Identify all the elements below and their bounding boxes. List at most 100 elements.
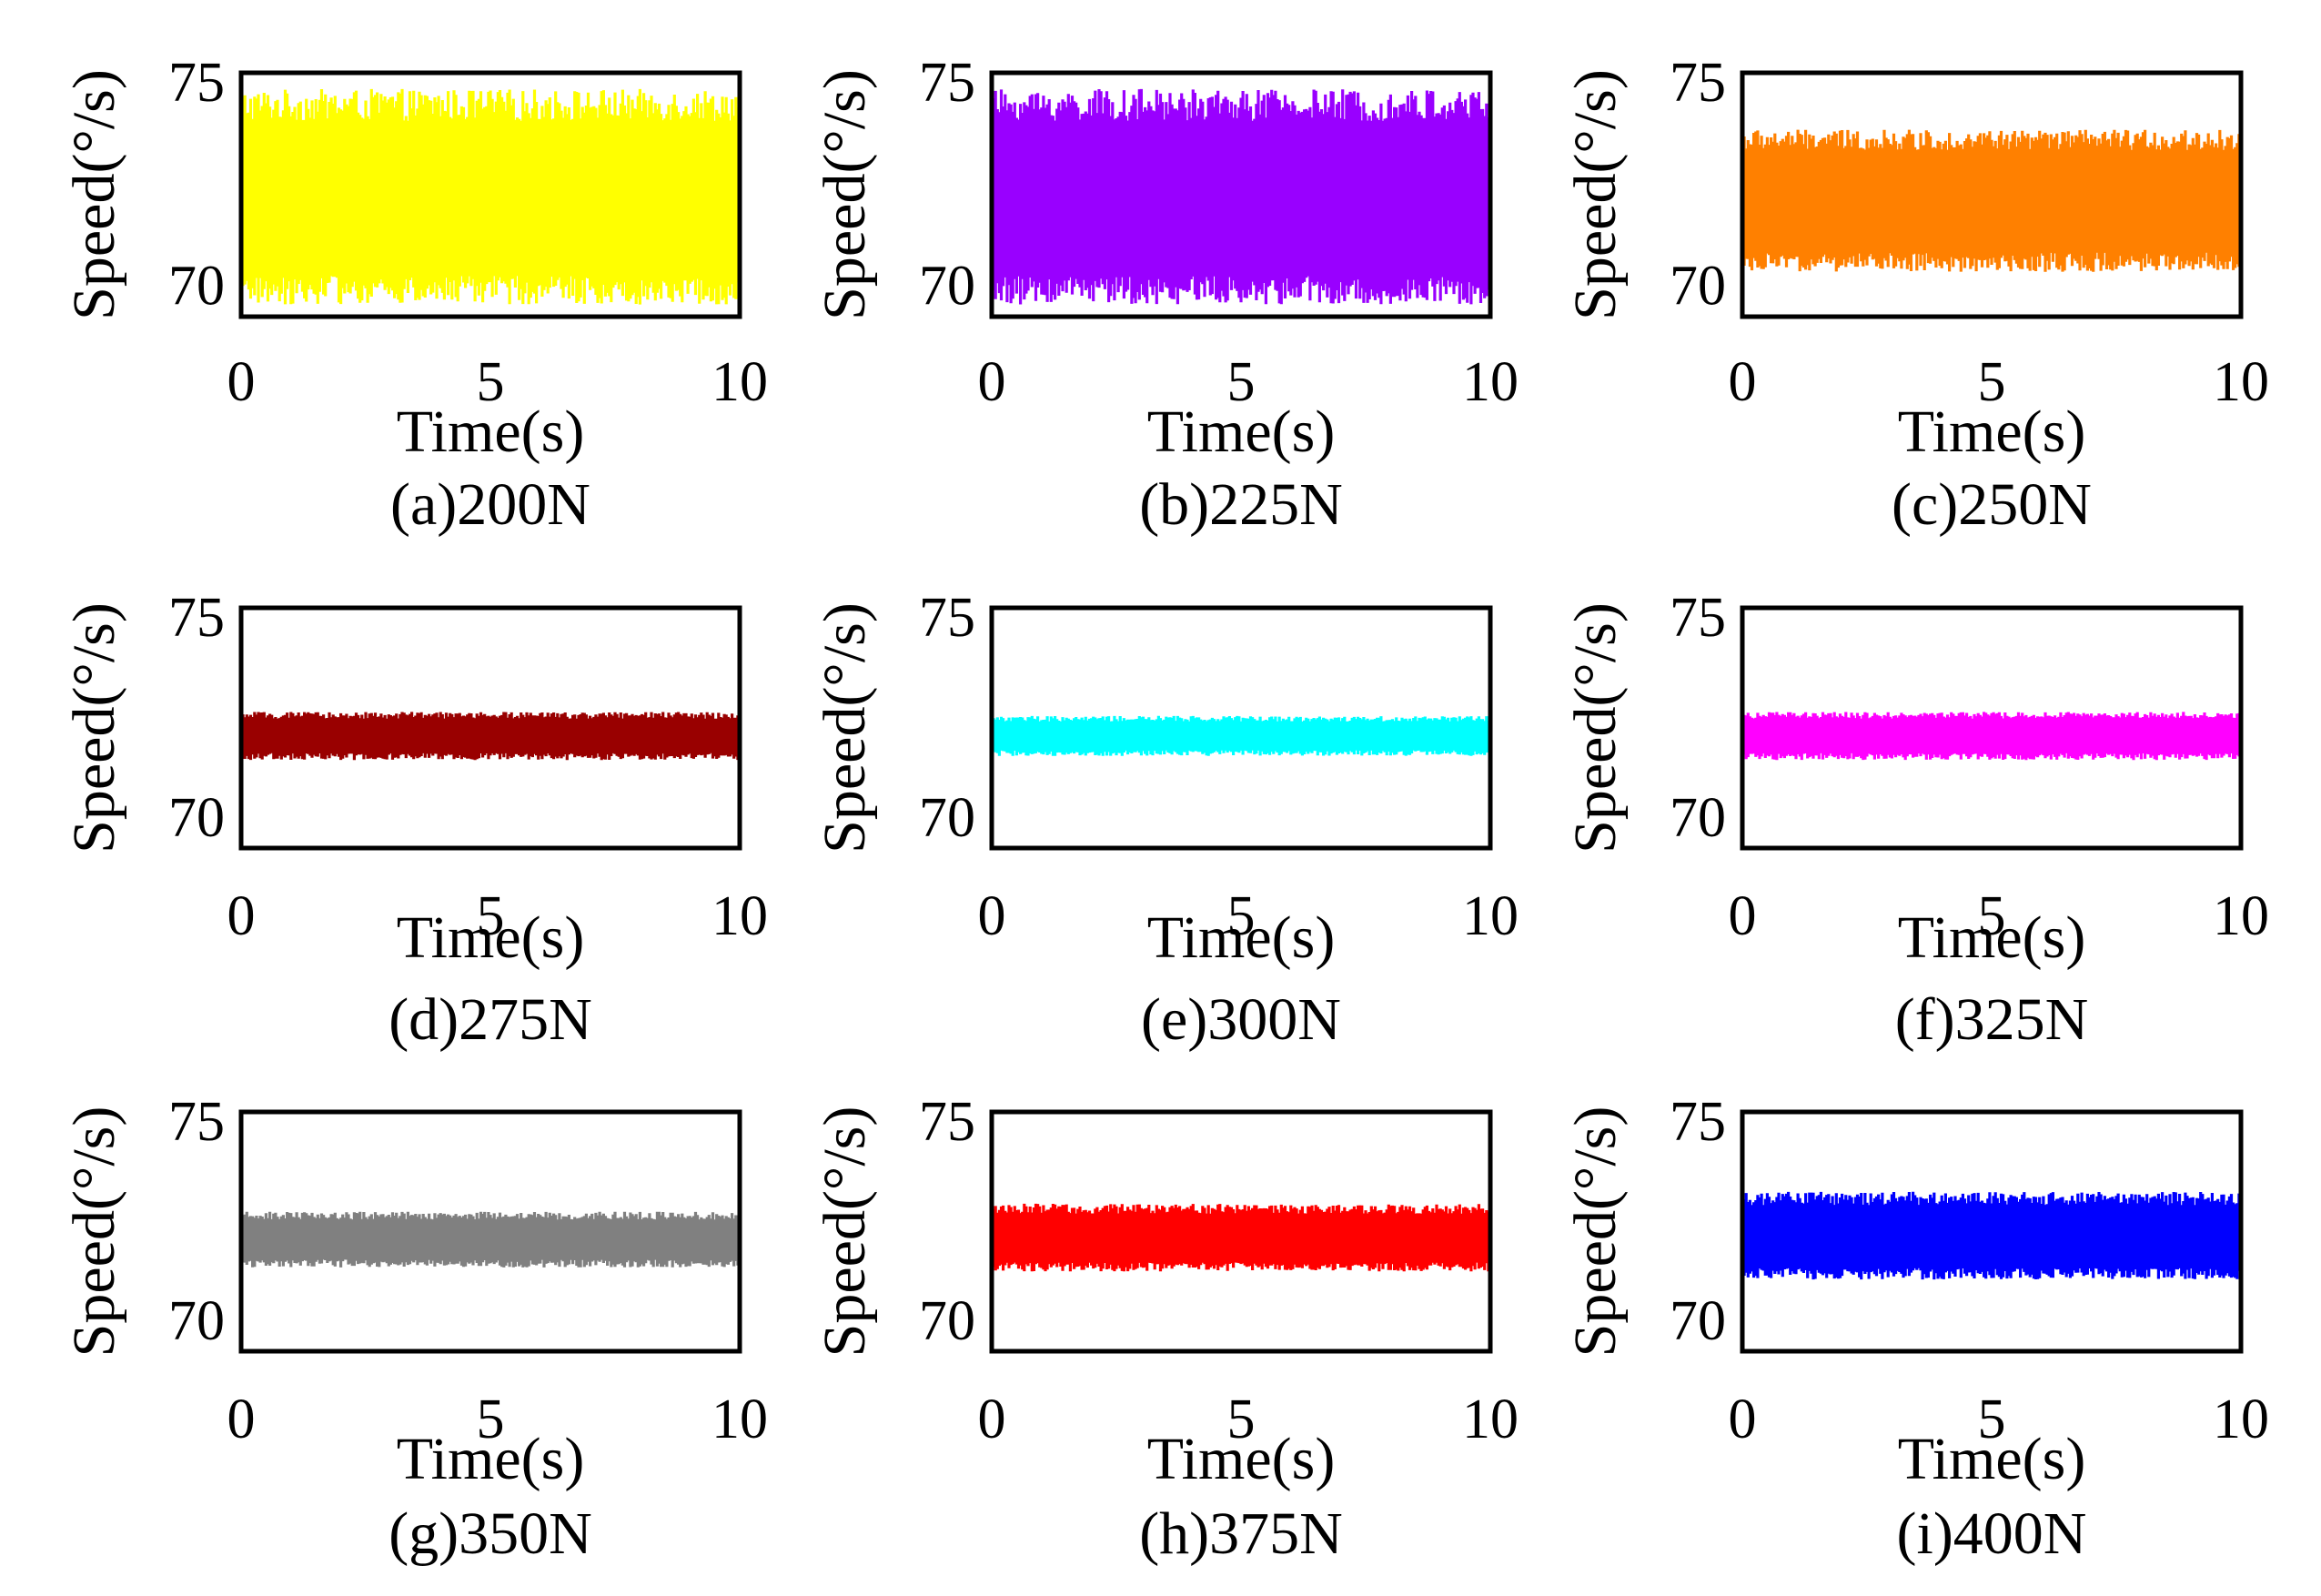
panel-caption: (b)225N xyxy=(1139,471,1343,538)
speed-series-band xyxy=(1742,1206,2241,1268)
speed-series-band xyxy=(992,1214,1490,1262)
x-axis-label: Time(s) xyxy=(1898,1426,2086,1492)
chart-panel-5: 70 75 0 5 10 Time(s) Speed(°/s) (e)300N xyxy=(812,587,1519,1053)
y-axis-label: Speed(°/s) xyxy=(812,1106,878,1358)
y-tick-label: 70 xyxy=(1670,255,1726,317)
x-axis-label: Time(s) xyxy=(397,399,585,465)
speed-series-band xyxy=(241,719,740,753)
speed-series-band xyxy=(241,1219,740,1259)
x-tick-label: 10 xyxy=(711,885,768,947)
chart-panel-8: 70 75 0 5 10 Time(s) Speed(°/s) (h)375N xyxy=(812,1091,1519,1567)
plot-frame xyxy=(1740,605,2244,851)
panel-caption: (h)375N xyxy=(1139,1500,1343,1567)
y-tick-label: 70 xyxy=(1670,1290,1726,1352)
chart-panel-9: 70 75 0 5 10 Time(s) Speed(°/s) (i)400N xyxy=(1562,1091,2269,1567)
x-tick-label: 10 xyxy=(2213,1389,2269,1450)
y-tick-label: 70 xyxy=(168,1290,225,1352)
y-tick-label: 75 xyxy=(168,587,225,649)
speed-series-band xyxy=(992,722,1490,751)
speed-series-band xyxy=(1742,719,2241,753)
x-axis-label: Time(s) xyxy=(1147,904,1336,971)
y-tick-label: 75 xyxy=(168,1091,225,1153)
x-tick-label: 10 xyxy=(1462,351,1519,413)
speed-series-band xyxy=(992,123,1490,275)
y-tick-label: 75 xyxy=(1670,1091,1726,1153)
y-tick-label: 70 xyxy=(919,1290,975,1352)
x-axis-label: Time(s) xyxy=(1147,1426,1336,1492)
speed-series-band xyxy=(241,123,740,275)
x-tick-label: 5 xyxy=(1978,351,2006,413)
y-axis-label: Speed(°/s) xyxy=(812,69,878,320)
x-tick-label: 0 xyxy=(1729,885,1757,947)
x-tick-label: 0 xyxy=(978,885,1006,947)
y-axis-label: Speed(°/s) xyxy=(1562,1106,1629,1358)
panel-caption: (f)325N xyxy=(1895,986,2089,1053)
x-tick-label: 10 xyxy=(1462,1389,1519,1450)
chart-panel-3: 70 75 0 5 10 Time(s) Speed(°/s) (c)250N xyxy=(1562,52,2269,538)
x-tick-label: 0 xyxy=(227,885,256,947)
x-tick-label: 0 xyxy=(978,351,1006,413)
y-tick-label: 70 xyxy=(919,255,975,317)
x-tick-label: 0 xyxy=(1729,1389,1757,1450)
y-axis-label: Speed(°/s) xyxy=(812,602,878,854)
y-axis-label: Speed(°/s) xyxy=(61,602,127,854)
plot-frame xyxy=(989,605,1493,851)
x-tick-label: 5 xyxy=(477,1389,505,1450)
y-axis-label: Speed(°/s) xyxy=(1562,69,1629,320)
x-axis-label: Time(s) xyxy=(1898,399,2086,465)
x-tick-label: 0 xyxy=(227,1389,256,1450)
y-axis-label: Speed(°/s) xyxy=(61,69,127,320)
x-axis-label: Time(s) xyxy=(397,904,585,971)
chart-panel-7: 70 75 0 5 10 Time(s) Speed(°/s) (g)350N xyxy=(61,1091,768,1567)
y-tick-label: 75 xyxy=(168,52,225,114)
y-tick-label: 75 xyxy=(1670,587,1726,649)
y-axis-label: Speed(°/s) xyxy=(1562,602,1629,854)
plot-frame xyxy=(238,1109,742,1354)
y-tick-label: 75 xyxy=(919,587,975,649)
panel-caption: (d)275N xyxy=(389,986,592,1053)
x-tick-label: 5 xyxy=(1227,1389,1256,1450)
panel-caption: (a)200N xyxy=(390,471,590,538)
x-tick-label: 0 xyxy=(1729,351,1757,413)
plot-frame xyxy=(238,605,742,851)
x-tick-label: 0 xyxy=(227,351,256,413)
x-tick-label: 10 xyxy=(1462,885,1519,947)
panel-caption: (e)300N xyxy=(1141,986,1341,1053)
x-axis-label: Time(s) xyxy=(397,1426,585,1492)
x-tick-label: 10 xyxy=(2213,885,2269,947)
panel-caption: (g)350N xyxy=(389,1500,592,1567)
x-tick-label: 0 xyxy=(978,1389,1006,1450)
y-tick-label: 70 xyxy=(168,787,225,849)
y-axis-label: Speed(°/s) xyxy=(61,1106,127,1358)
x-tick-label: 5 xyxy=(1227,885,1256,947)
chart-panel-6: 70 75 0 5 10 Time(s) Speed(°/s) (f)325N xyxy=(1562,587,2269,1053)
x-tick-label: 10 xyxy=(711,1389,768,1450)
y-tick-label: 70 xyxy=(168,255,225,317)
x-tick-label: 5 xyxy=(477,351,505,413)
y-tick-label: 75 xyxy=(1670,52,1726,114)
plot-frame xyxy=(1740,1109,2244,1354)
y-tick-label: 70 xyxy=(1670,787,1726,849)
plot-frame xyxy=(989,70,1493,319)
x-tick-label: 10 xyxy=(711,351,768,413)
chart-panel-2: 70 75 0 5 10 Time(s) Speed(°/s) (b)225N xyxy=(812,52,1519,538)
x-axis-label: Time(s) xyxy=(1147,399,1336,465)
y-tick-label: 75 xyxy=(919,1091,975,1153)
chart-panel-4: 70 75 0 5 10 Time(s) Speed(°/s) (d)275N xyxy=(61,587,768,1053)
x-tick-label: 5 xyxy=(1227,351,1256,413)
chart-panel-1: 70 75 0 5 10 Time(s) Speed(°/s) (a)200N xyxy=(61,52,768,538)
x-tick-label: 5 xyxy=(477,885,505,947)
panel-caption: (c)250N xyxy=(1892,471,2092,538)
x-tick-label: 5 xyxy=(1978,1389,2006,1450)
y-tick-label: 75 xyxy=(919,52,975,114)
plot-frame xyxy=(238,70,742,319)
panel-caption: (i)400N xyxy=(1897,1500,2087,1567)
y-tick-label: 70 xyxy=(919,787,975,849)
x-tick-label: 10 xyxy=(2213,351,2269,413)
speed-series-band xyxy=(1742,151,2241,252)
x-axis-label: Time(s) xyxy=(1898,904,2086,971)
plot-frame xyxy=(989,1109,1493,1354)
x-tick-label: 5 xyxy=(1978,885,2006,947)
plot-frame xyxy=(1740,70,2244,319)
